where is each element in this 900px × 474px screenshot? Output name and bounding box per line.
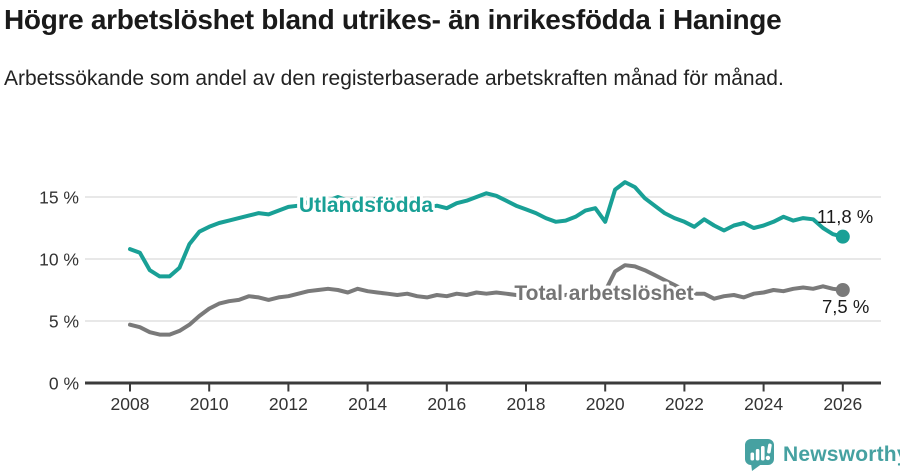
y-axis-tick-label: 10 % [39, 249, 79, 269]
newsworthy-logo-text: Newsworthy [783, 443, 900, 466]
y-axis-tick-label: 15 % [39, 187, 79, 207]
utlandsfodda-end-value: 11,8 % [817, 206, 873, 227]
x-axis-tick-label: 2010 [190, 394, 229, 414]
newsworthy-logo-icon [745, 439, 774, 471]
x-axis-tick-label: 2022 [665, 394, 704, 414]
total-series-label: Total arbetslöshet [514, 282, 693, 305]
page-subtitle: Arbetssökande som andel av den registerb… [4, 67, 784, 90]
total-end-value: 7,5 % [822, 296, 869, 317]
utlandsfodda-series-label: Utlandsfödda [299, 194, 433, 217]
x-axis-tick-label: 2014 [348, 394, 387, 414]
newsworthy-logo[interactable]: Newsworthy [744, 438, 900, 472]
total-end-dot [835, 283, 850, 297]
y-axis-tick-label: 0 % [49, 373, 79, 393]
x-axis-tick-label: 2026 [823, 394, 862, 414]
page-title: Högre arbetslöshet bland utrikes- än inr… [4, 4, 782, 35]
utlandsfodda-end-dot [835, 229, 850, 244]
x-axis-tick-label: 2008 [111, 394, 150, 414]
utlandsfodda-line [128, 180, 845, 279]
y-axis-tick-label: 5 % [49, 311, 79, 331]
x-axis-tick-label: 2018 [507, 394, 546, 414]
x-axis-tick-label: 2012 [269, 394, 308, 414]
total-line [128, 263, 845, 337]
x-axis-tick-label: 2020 [586, 394, 625, 414]
x-axis-tick-label: 2016 [427, 394, 466, 414]
x-axis-tick-label: 2024 [744, 394, 783, 414]
